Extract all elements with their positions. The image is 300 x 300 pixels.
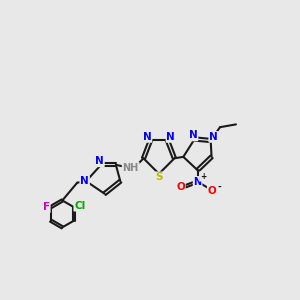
Text: Cl: Cl (74, 201, 86, 211)
Text: F: F (43, 202, 50, 212)
Text: N: N (209, 132, 218, 142)
Text: N: N (167, 132, 175, 142)
Text: N: N (194, 177, 202, 187)
Text: N: N (95, 156, 104, 166)
Text: O: O (208, 186, 217, 196)
Text: N: N (189, 130, 197, 140)
Text: N: N (80, 176, 89, 186)
Text: -: - (217, 183, 221, 192)
Text: NH: NH (123, 163, 139, 173)
Text: O: O (176, 182, 185, 192)
Text: S: S (155, 172, 163, 182)
Text: N: N (143, 132, 152, 142)
Text: +: + (200, 172, 206, 181)
